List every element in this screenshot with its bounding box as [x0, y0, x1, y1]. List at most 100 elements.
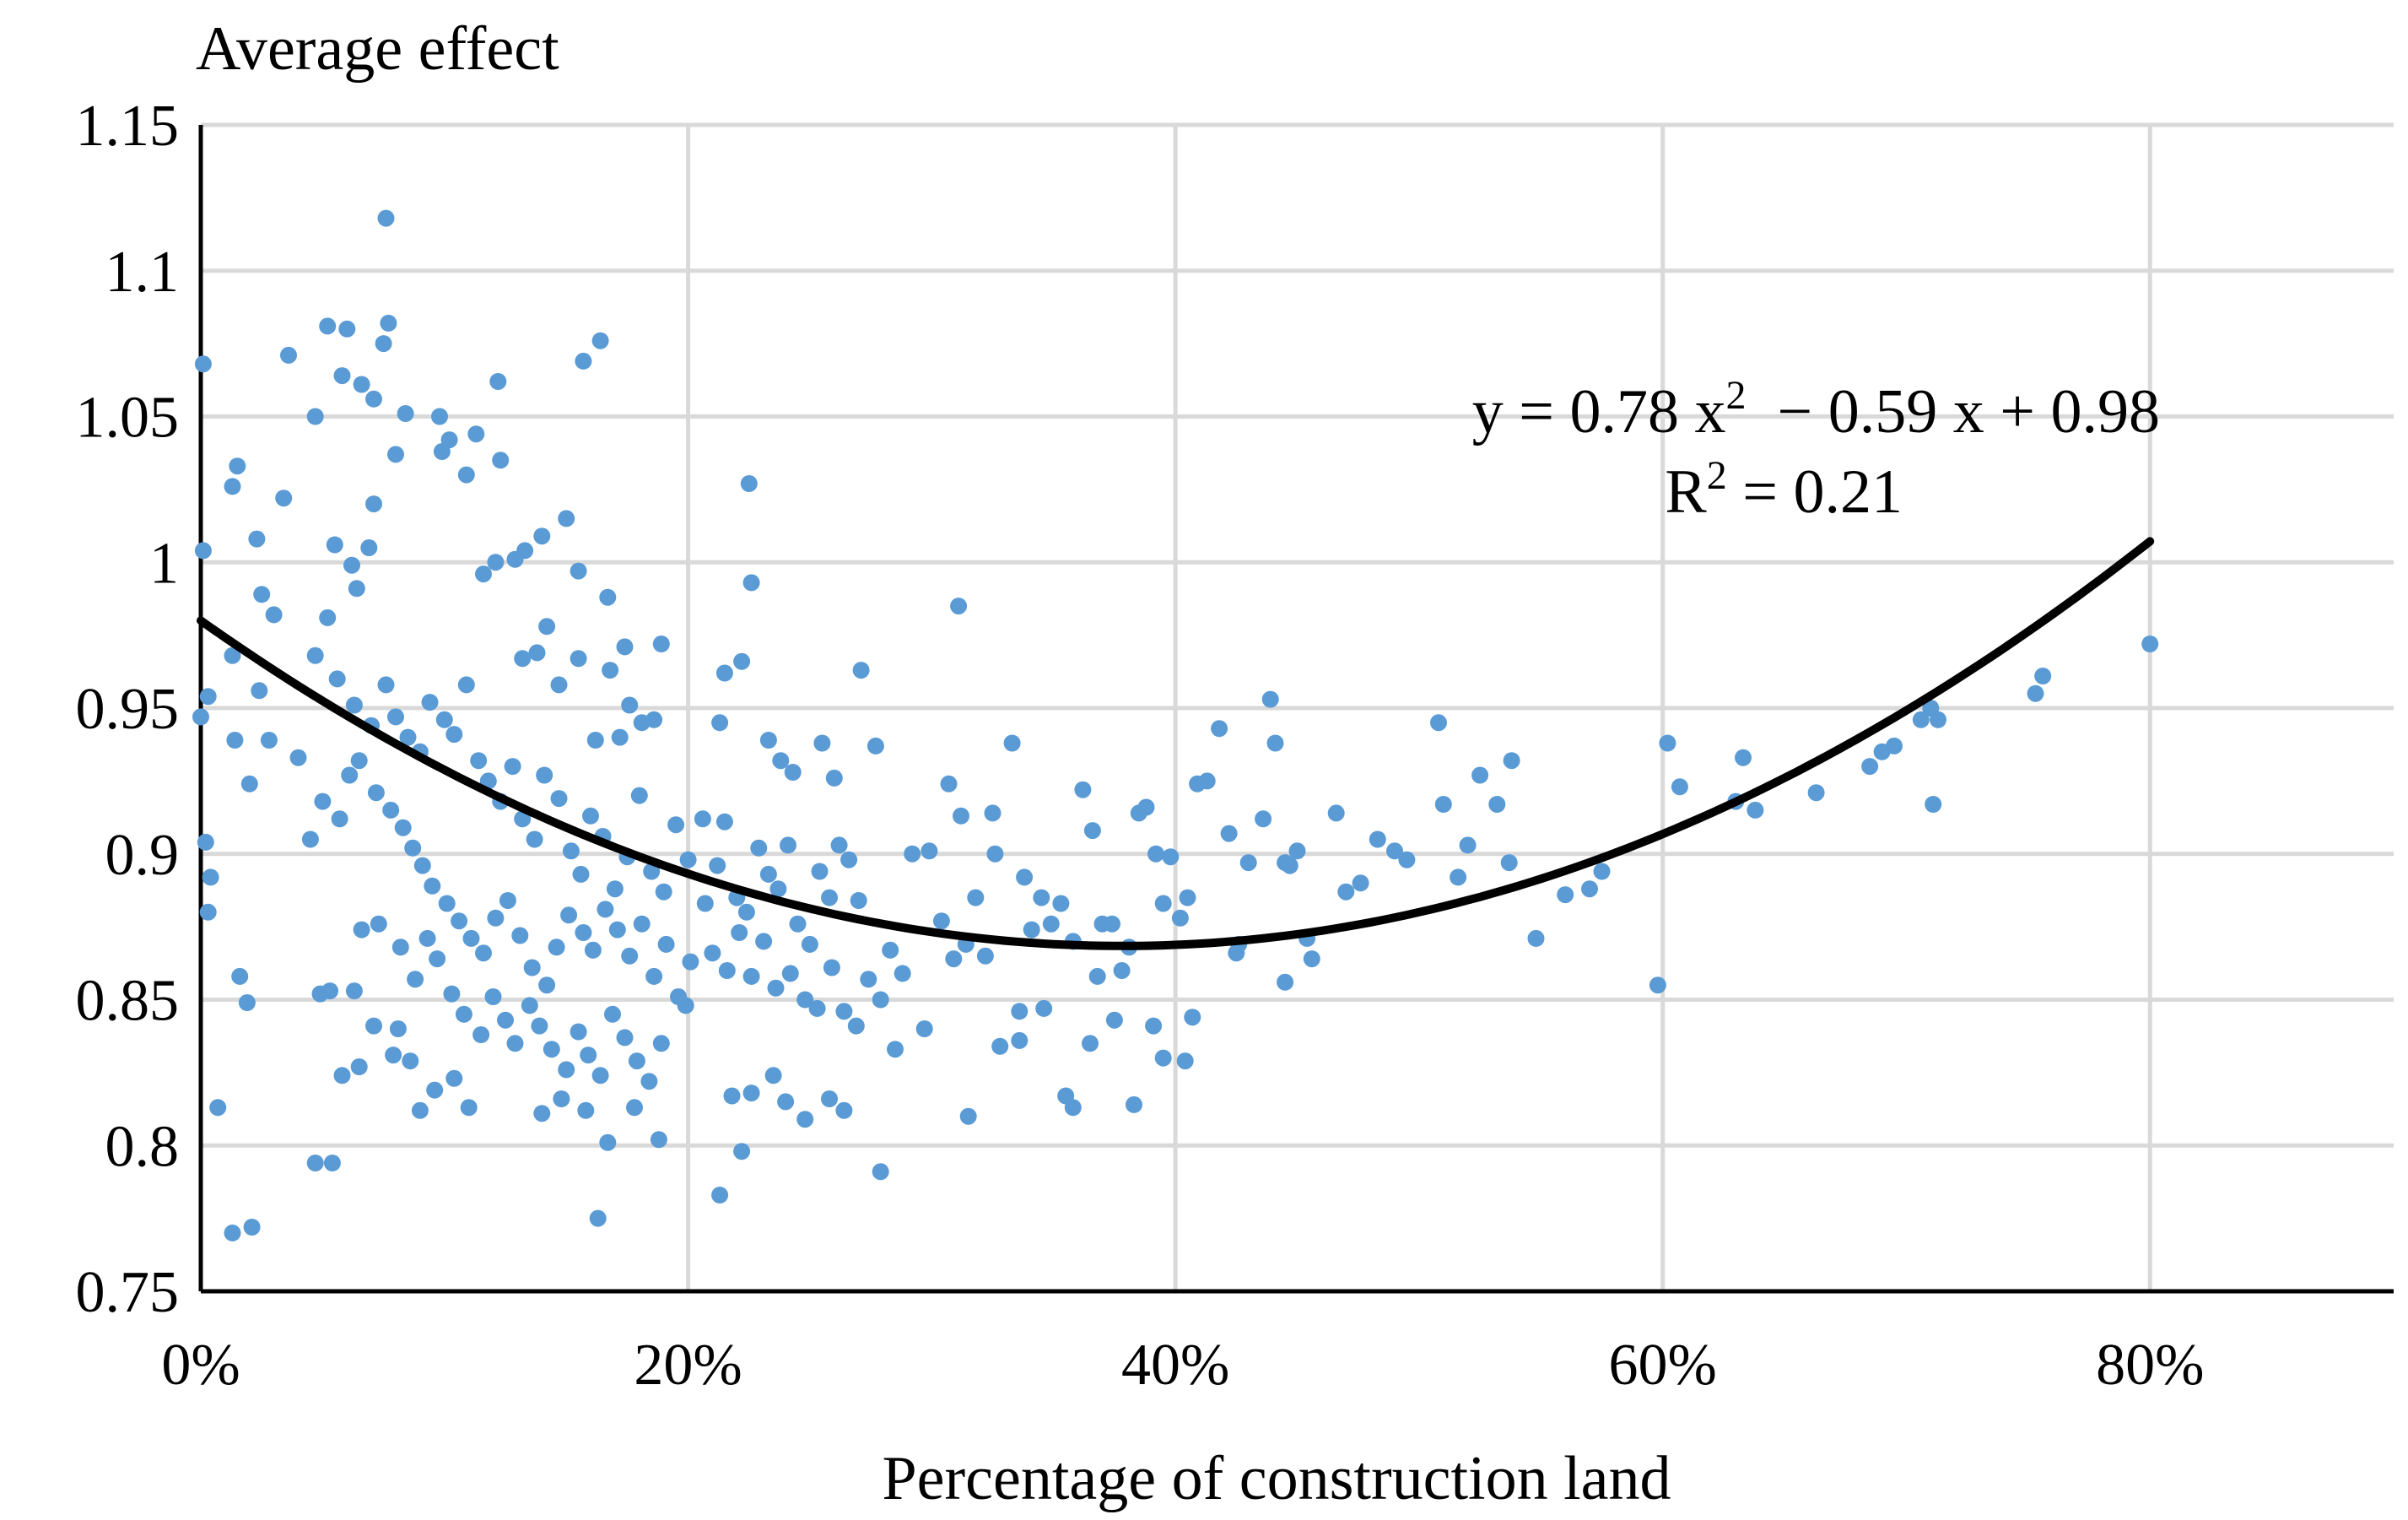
data-point: [591, 332, 609, 349]
data-point: [821, 1090, 838, 1107]
data-point: [1807, 784, 1825, 802]
data-point: [431, 408, 448, 425]
data-point: [1398, 851, 1416, 868]
data-point: [711, 1187, 729, 1204]
data-point: [433, 443, 451, 460]
data-point: [932, 912, 950, 930]
data-point: [1179, 889, 1196, 906]
data-point: [715, 813, 733, 830]
data-point: [514, 810, 532, 828]
data-point: [813, 734, 831, 752]
data-point: [1303, 950, 1320, 968]
data-point: [275, 490, 293, 507]
data-point: [321, 982, 339, 1000]
data-point: [280, 346, 297, 364]
data-point: [570, 650, 587, 668]
data-point: [1386, 842, 1403, 860]
data-point: [825, 769, 843, 787]
data-point: [492, 452, 510, 469]
data-point: [796, 1111, 814, 1128]
tick-labels: 0.75 0.8 0.85 0.9 0.95 1 1.05 1.1 1.15 0% 20% 40% 60…: [76, 94, 2205, 1398]
data-point: [497, 1011, 514, 1029]
data-point: [731, 924, 748, 941]
data-point: [562, 842, 580, 860]
data-point: [821, 889, 838, 906]
data-point: [192, 708, 209, 726]
data-point: [1488, 796, 1506, 813]
trendline: [197, 537, 2155, 950]
data-point: [1220, 825, 1238, 842]
data-point: [516, 542, 534, 560]
data-point: [382, 801, 400, 819]
data-point: [443, 985, 461, 1003]
data-point: [550, 790, 568, 808]
data-point: [830, 836, 848, 854]
data-point: [506, 1035, 524, 1052]
data-point: [733, 1143, 751, 1160]
data-point: [333, 367, 351, 385]
data-point: [248, 530, 266, 548]
data-point: [872, 991, 889, 1009]
data-point: [418, 929, 436, 947]
r-squared-exponent: 2: [1707, 453, 1727, 498]
data-point: [769, 880, 787, 898]
data-point: [1035, 999, 1053, 1017]
data-point: [575, 924, 592, 941]
data-point: [584, 941, 602, 959]
data-point: [887, 1041, 904, 1058]
data-point: [265, 606, 283, 624]
y-tick-label: 0.95: [76, 677, 180, 742]
data-point: [531, 1017, 548, 1035]
data-point: [1471, 766, 1489, 784]
data-point: [199, 688, 217, 706]
data-point: [475, 565, 492, 583]
data-point: [411, 1101, 429, 1119]
data-point: [633, 714, 651, 732]
y-tick-label: 0.8: [105, 1114, 180, 1179]
data-point: [243, 1219, 261, 1236]
data-point: [526, 830, 543, 848]
data-point: [429, 950, 446, 968]
data-point: [375, 335, 392, 353]
data-point: [319, 609, 337, 626]
data-point: [1113, 962, 1131, 979]
data-point: [986, 845, 1004, 863]
data-point: [224, 1224, 241, 1241]
data-point: [387, 446, 404, 463]
data-point: [365, 1017, 382, 1035]
data-point: [575, 352, 592, 370]
data-point: [570, 562, 587, 580]
data-point: [976, 947, 994, 965]
data-point: [767, 979, 785, 997]
x-tick-label: 40%: [1121, 1333, 1229, 1398]
data-point: [694, 810, 711, 828]
data-point: [904, 845, 921, 863]
data-point: [1281, 857, 1298, 874]
data-point: [1369, 830, 1386, 848]
data-point: [811, 863, 829, 880]
data-point: [737, 903, 755, 921]
data-point: [197, 833, 214, 851]
data-point: [209, 1099, 227, 1117]
data-point: [652, 636, 670, 652]
data-point: [399, 728, 417, 746]
data-point: [704, 944, 721, 962]
data-point: [572, 865, 590, 883]
data-point: [1082, 1035, 1099, 1052]
data-point: [1503, 752, 1520, 770]
data-point: [755, 933, 773, 950]
data-point: [1930, 711, 1946, 728]
data-point: [238, 994, 256, 1011]
data-point: [377, 676, 395, 694]
data-point: [1671, 778, 1688, 796]
data-point: [404, 839, 422, 857]
data-point: [487, 554, 505, 571]
data-point: [1266, 734, 1284, 752]
axes: [198, 125, 2394, 1294]
x-tick-label: 60%: [1609, 1333, 1717, 1398]
y-tick-label: 0.75: [76, 1260, 180, 1325]
data-point: [367, 784, 385, 802]
data-point: [1104, 915, 1120, 933]
data-point: [1500, 854, 1518, 872]
data-point: [413, 857, 431, 874]
